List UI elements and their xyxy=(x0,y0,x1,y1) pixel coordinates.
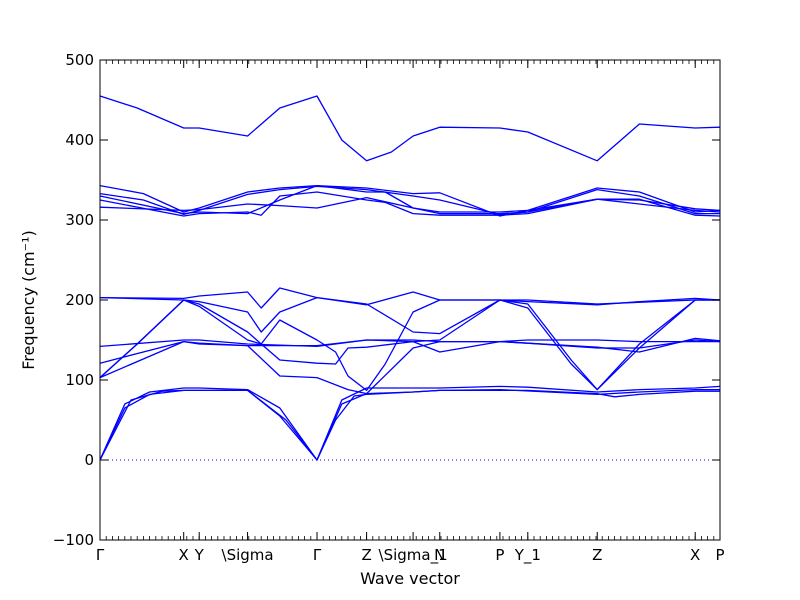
band-line-13 xyxy=(99,339,721,395)
y-tick-label: 500 xyxy=(65,51,94,69)
x-tick-label: \Sigma xyxy=(222,546,274,564)
x-tick-label: Z xyxy=(592,546,602,564)
x-tick-label: X xyxy=(690,546,700,564)
y-tick-label: 400 xyxy=(65,131,94,149)
x-tick-label: P xyxy=(715,546,724,564)
band-line-6 xyxy=(99,184,721,215)
x-tick-label: P xyxy=(495,546,504,564)
y-tick-label: −100 xyxy=(53,531,94,549)
y-tick-label: 100 xyxy=(65,371,94,389)
y-axis-ticks: −100 0 100 200 300 400 500 xyxy=(53,51,720,549)
band-line-12 xyxy=(99,337,721,364)
x-tick-label: Z xyxy=(361,546,371,564)
plot-frame xyxy=(99,59,721,541)
x-tick-label: Y_1 xyxy=(514,546,541,565)
band-line-11 xyxy=(99,339,720,348)
x-tick-label: N xyxy=(434,546,445,564)
band-line-8 xyxy=(99,296,720,335)
y-tick-label: 300 xyxy=(65,211,94,229)
x-tick-label: \Sigma_1 xyxy=(379,546,448,565)
x-axis-ticks: Γ X Y \Sigma Γ Z \Sigma_1N P Y_1 Z X P xyxy=(96,60,725,565)
x-tick-label: Γ xyxy=(313,546,322,564)
band-line-10 xyxy=(99,299,720,392)
band-lines xyxy=(99,95,721,461)
x-axis-label: Wave vector xyxy=(360,569,460,588)
band-line-1 xyxy=(99,95,721,162)
y-tick-label: 0 xyxy=(84,451,94,469)
x-tick-label: Y xyxy=(194,546,205,564)
x-tick-label: Γ xyxy=(96,546,105,564)
band-line-14 xyxy=(99,385,721,461)
y-tick-label: 200 xyxy=(65,291,94,309)
band-line-16 xyxy=(99,388,720,461)
y-axis-label: Frequency (cm⁻¹) xyxy=(19,230,38,369)
x-tick-label: X xyxy=(179,546,189,564)
